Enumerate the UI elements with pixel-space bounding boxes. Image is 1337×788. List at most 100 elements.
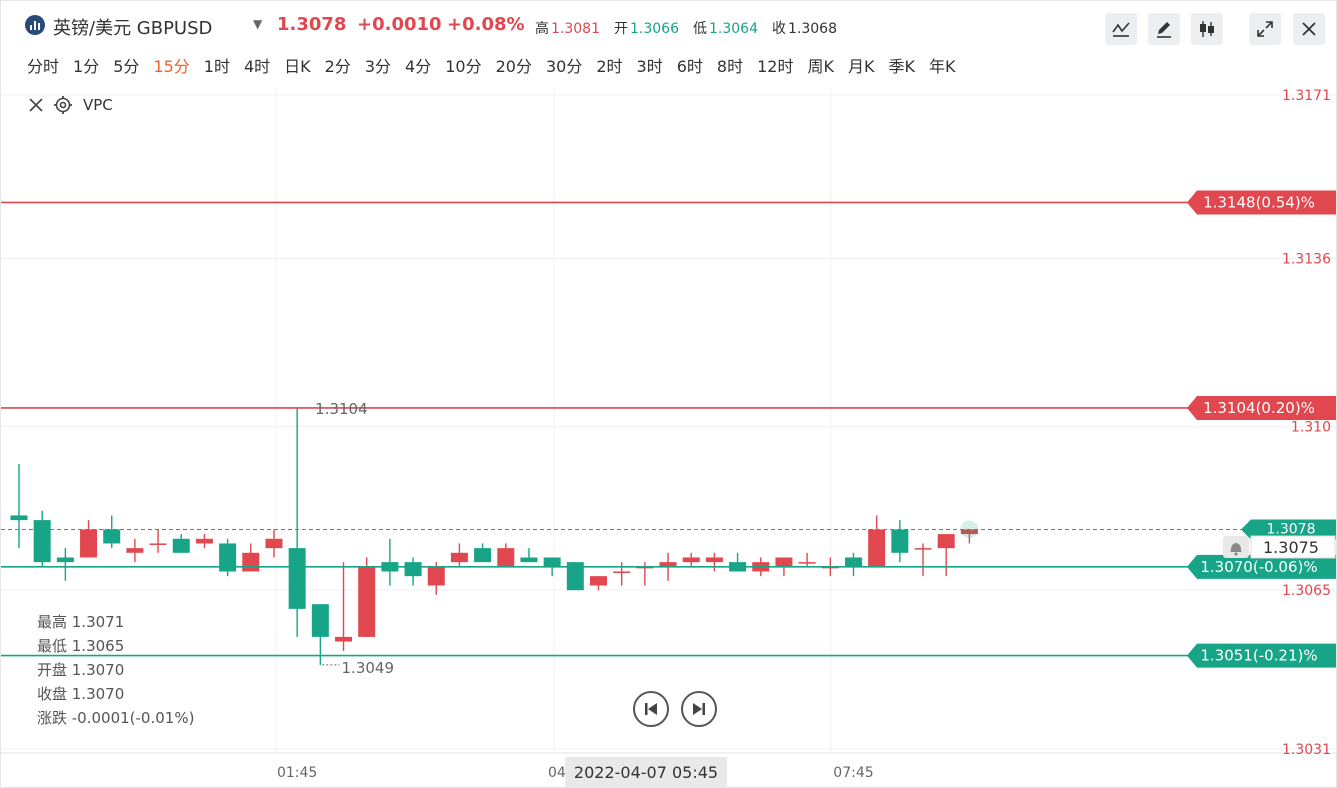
tab-period-7[interactable]: 2分 [324, 57, 351, 76]
chart-type-button[interactable] [1105, 13, 1137, 45]
draw-tool-button[interactable] [1148, 13, 1180, 45]
last-price: 1.3078 [277, 14, 347, 35]
tab-period-1[interactable]: 1分 [73, 57, 100, 76]
candle-body[interactable] [497, 548, 515, 567]
trader-logo-icon [25, 15, 45, 35]
candle-body[interactable] [474, 548, 492, 563]
candle-body[interactable] [659, 562, 677, 567]
candle-body[interactable] [450, 552, 468, 563]
close-chart-button[interactable] [1293, 13, 1325, 45]
price-change-pct: +0.08% [447, 14, 525, 35]
tab-period-13[interactable]: 2时 [596, 57, 623, 76]
candle-body[interactable] [33, 520, 51, 563]
candle-body[interactable] [798, 562, 816, 564]
candle-body[interactable] [288, 548, 306, 609]
tab-period-11[interactable]: 20分 [495, 57, 532, 76]
tab-period-0[interactable]: 分时 [27, 57, 60, 76]
candle-body[interactable] [126, 548, 144, 553]
candle-body[interactable] [960, 529, 978, 535]
y-tick-label: 1.3171 [1282, 88, 1331, 104]
chevron-down-icon[interactable]: ▼ [253, 17, 263, 31]
candle-body[interactable] [149, 543, 167, 545]
candle-body[interactable] [682, 557, 700, 563]
candle-body[interactable] [358, 566, 376, 637]
candle-body[interactable] [195, 538, 213, 544]
candle-body[interactable] [520, 557, 538, 563]
candle-style-button[interactable] [1191, 13, 1223, 45]
candle-body[interactable] [427, 566, 445, 586]
candle-body[interactable] [868, 529, 886, 567]
candle-body[interactable] [844, 557, 862, 567]
high-stat: 高 1.3081 [535, 18, 600, 38]
candle-body[interactable] [914, 548, 932, 550]
price-line-tag[interactable] [1187, 643, 1336, 668]
candle-body[interactable] [219, 543, 237, 572]
candle-body[interactable] [891, 529, 909, 553]
price-line-label: 1.3104(0.20)% [1203, 399, 1315, 417]
candle-body[interactable] [242, 552, 260, 572]
candle-body[interactable] [937, 534, 955, 549]
price-line-tag[interactable] [1187, 554, 1336, 579]
tab-period-20[interactable]: 季K [888, 57, 915, 76]
alert-price-box[interactable] [1250, 535, 1336, 559]
price-alert-button[interactable] [1223, 536, 1249, 558]
tab-period-9[interactable]: 4分 [405, 57, 432, 76]
price-line-tag[interactable] [1187, 190, 1336, 215]
tab-period-10[interactable]: 10分 [445, 57, 482, 76]
prev-button[interactable] [633, 691, 669, 727]
tab-period-6[interactable]: 日K [284, 57, 311, 76]
tab-period-16[interactable]: 8时 [716, 57, 744, 76]
tab-period-18[interactable]: 周K [807, 57, 834, 76]
y-tick-label: 1.3031 [1282, 742, 1331, 758]
open-stat: 开 1.3066 [614, 18, 679, 38]
candle-body[interactable] [705, 557, 723, 563]
symbol-title[interactable]: 英镑/美元 GBPUSD [53, 18, 213, 39]
candle-body[interactable] [335, 636, 353, 642]
tab-period-14[interactable]: 3时 [636, 57, 663, 76]
tab-period-8[interactable]: 3分 [364, 57, 392, 76]
fullscreen-button[interactable] [1249, 13, 1281, 45]
alert-price-label: 1.3075 [1263, 538, 1319, 557]
price-line-label: 1.3051(-0.21)% [1200, 647, 1317, 665]
y-tick-label: 1.3065 [1282, 583, 1331, 599]
candle-body[interactable] [80, 529, 98, 558]
indicator-bar: VPC [27, 93, 113, 117]
candle-body[interactable] [265, 538, 283, 549]
tab-period-19[interactable]: 月K [847, 57, 875, 76]
period-tabs: 分时 1分 5分 15分 1时 4时 日K 2分 3分 4分 10分 20分 30分 2时 3时 6时 8时 12… [27, 53, 969, 77]
candle-body[interactable] [10, 515, 28, 521]
candle-body[interactable] [613, 571, 631, 573]
tab-period-17[interactable]: 12时 [757, 57, 794, 76]
tab-period-4[interactable]: 1时 [203, 57, 230, 76]
tab-period-2[interactable]: 5分 [113, 57, 140, 76]
candle-body[interactable] [543, 557, 561, 567]
candle-body[interactable] [590, 576, 607, 586]
gear-icon[interactable] [53, 95, 73, 115]
tab-period-15[interactable]: 6时 [676, 57, 703, 76]
price-line-tag[interactable] [1187, 395, 1336, 420]
candle-body[interactable] [311, 604, 329, 637]
tab-period-3[interactable]: 15分 [153, 57, 190, 76]
close-icon[interactable] [27, 96, 45, 114]
open-value: 1.3066 [630, 21, 679, 37]
candle-body[interactable] [566, 562, 584, 591]
ohlc-info-panel: 最高 1.3071 最低 1.3065 开盘 1.3070 收盘 1.3070 … [37, 610, 194, 730]
candle-body[interactable] [172, 538, 190, 553]
tab-period-5[interactable]: 4时 [243, 57, 271, 76]
next-button[interactable] [681, 691, 717, 727]
y-tick-label: 1.3136 [1282, 252, 1331, 268]
high-annotation: 1.3104 [315, 400, 368, 418]
price-line-label: 1.3070(-0.06)% [1200, 558, 1317, 576]
y-tick-label: 1.310 [1291, 420, 1331, 436]
candle-body[interactable] [103, 529, 121, 544]
candle-body[interactable] [56, 557, 74, 563]
candle-body[interactable] [775, 557, 793, 567]
tab-period-12[interactable]: 30分 [545, 57, 583, 76]
tab-period-21[interactable]: 年K [928, 57, 956, 76]
candle-body[interactable] [404, 562, 422, 577]
indicator-name[interactable]: VPC [83, 96, 113, 114]
skip-forward-icon [693, 703, 705, 715]
low-label: 低 [693, 21, 707, 37]
x-tick-label: 01:45 [277, 765, 317, 781]
